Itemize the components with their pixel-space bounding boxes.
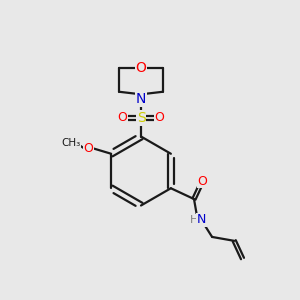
Text: O: O [118, 111, 127, 124]
Text: O: O [136, 61, 146, 75]
Text: O: O [84, 142, 94, 155]
Text: O: O [155, 111, 164, 124]
Text: CH₃: CH₃ [61, 138, 80, 148]
Text: N: N [136, 92, 146, 106]
Text: S: S [136, 111, 146, 125]
Text: O: O [197, 175, 207, 188]
Text: H: H [190, 215, 198, 225]
Text: N: N [197, 213, 206, 226]
